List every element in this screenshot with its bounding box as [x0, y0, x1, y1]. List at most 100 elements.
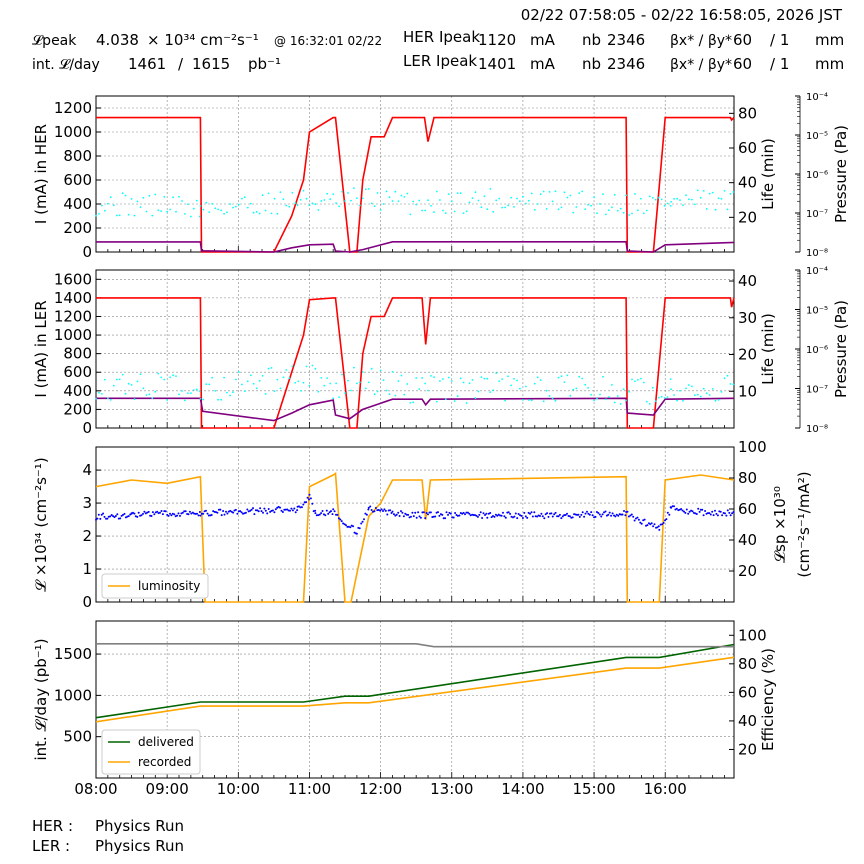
specific-lumi-point: [617, 514, 620, 517]
specific-lumi-point: [374, 507, 377, 509]
pressure-line: [96, 397, 735, 422]
lifetime-point: [554, 190, 557, 193]
lifetime-point: [539, 193, 542, 196]
specific-lumi-point: [293, 507, 296, 510]
lifetime-point: [302, 189, 305, 192]
y-tick-label: 1: [82, 560, 92, 578]
specific-lumi-point: [161, 513, 164, 516]
specific-lumi-point: [273, 511, 276, 514]
lifetime-point: [702, 387, 705, 390]
lifetime-point: [714, 208, 717, 211]
lifetime-point: [465, 402, 468, 404]
specific-lumi-point: [219, 508, 222, 511]
lifetime-point: [192, 389, 195, 391]
y-tick-label: 200: [63, 400, 92, 418]
recorded-line: [95, 656, 735, 723]
specific-lumi-point: [502, 511, 504, 514]
lifetime-point: [605, 398, 607, 401]
lifetime-point: [166, 399, 169, 401]
specific-lumi-point: [183, 510, 186, 513]
specific-lumi-point: [546, 512, 549, 515]
lifetime-point: [648, 403, 651, 405]
lifetime-point: [593, 196, 595, 199]
lifetime-point: [385, 190, 388, 193]
specific-lumi-point: [586, 510, 588, 513]
lifetime-point: [376, 192, 379, 194]
lpeak-label: 𝓛peak: [32, 33, 77, 49]
specific-lumi-point: [544, 513, 547, 516]
specific-lumi-point: [369, 505, 372, 508]
lifetime-point: [314, 203, 317, 206]
lifetime-point: [279, 387, 282, 390]
lifetime-point: [338, 205, 340, 208]
lifetime-point: [471, 197, 474, 200]
plot-frame: [95, 446, 735, 603]
lifetime-point: [436, 400, 438, 403]
lifetime-point: [651, 386, 654, 389]
lifetime-point: [249, 374, 252, 377]
lifetime-point: [145, 210, 148, 213]
y2-tick-label: 40: [738, 174, 757, 192]
specific-lumi-point: [529, 512, 531, 515]
lifetime-point: [112, 384, 115, 387]
lifetime-point: [483, 377, 486, 380]
specific-lumi-point: [706, 512, 709, 515]
specific-lumi-point: [468, 512, 471, 515]
lifetime-point: [673, 394, 675, 396]
specific-lumi-point: [422, 511, 425, 514]
lifetime-point: [403, 196, 406, 198]
specific-lumi-point: [253, 513, 256, 516]
lifetime-point: [444, 398, 447, 401]
lifetime-point: [699, 395, 702, 398]
y2-tick-label: 20: [738, 740, 757, 758]
lifetime-point: [175, 375, 177, 377]
footer-ler-status: Physics Run: [95, 837, 184, 855]
specific-lumi-point: [513, 515, 516, 518]
lifetime-point: [379, 209, 382, 211]
lifetime-point: [545, 208, 548, 210]
lifetime-point: [258, 379, 261, 382]
lifetime-point: [581, 190, 584, 193]
lifetime-point: [267, 192, 270, 195]
lifetime-point: [101, 204, 103, 207]
specific-lumi-point: [594, 515, 597, 518]
lifetime-point: [645, 400, 648, 403]
specific-lumi-point: [360, 522, 363, 525]
specific-lumi-point: [701, 508, 704, 511]
lifetime-point: [406, 192, 409, 195]
y2-tick-label: 10: [738, 382, 757, 400]
lifetime-point: [394, 190, 397, 193]
specific-lumi-point: [577, 513, 580, 516]
lifetime-point: [370, 367, 373, 370]
specific-lumi-point: [531, 515, 534, 518]
specific-lumi-point: [550, 512, 553, 515]
lifetime-point: [566, 374, 569, 377]
y-tick-label: 1400: [54, 289, 92, 307]
ler-nb-value: 2346: [607, 55, 645, 73]
specific-lumi-point: [486, 516, 489, 519]
specific-lumi-point: [558, 513, 561, 516]
y2-tick-label: 40: [738, 531, 757, 549]
lifetime-point: [723, 377, 726, 380]
lifetime-point: [560, 206, 563, 209]
specific-lumi-point: [223, 513, 226, 516]
specific-lumi-point: [169, 512, 171, 515]
lifetime-point: [631, 378, 633, 381]
lifetime-point: [261, 194, 264, 197]
lifetime-point: [720, 197, 723, 200]
pressure-tick-label: 10⁻⁶: [806, 345, 828, 356]
specific-lumi-point: [724, 512, 726, 515]
specific-lumi-point: [451, 516, 454, 519]
lifetime-point: [468, 201, 471, 204]
lifetime-point: [115, 378, 118, 381]
specific-lumi-point: [681, 509, 684, 512]
footer-her-label: HER :: [32, 817, 73, 835]
lifetime-point: [107, 202, 109, 205]
y-tick-label: 3: [82, 494, 92, 512]
lifetime-point: [596, 212, 598, 215]
specific-lumi-point: [714, 509, 716, 512]
lifetime-point: [175, 210, 177, 213]
lifetime-point: [590, 393, 592, 396]
lifetime-point: [104, 209, 106, 212]
lifetime-point: [611, 384, 613, 386]
